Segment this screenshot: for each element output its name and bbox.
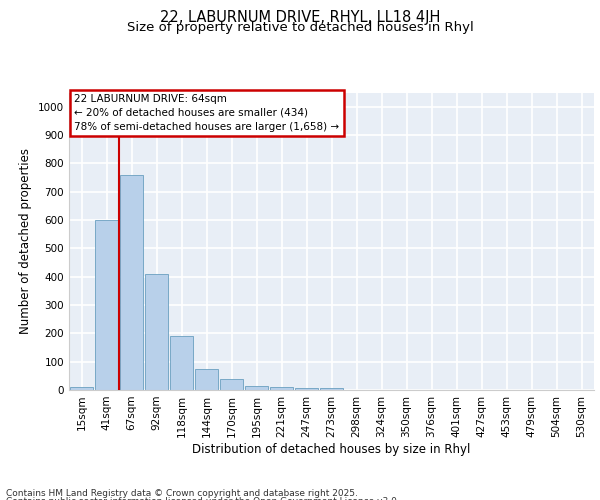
Bar <box>295 388 318 390</box>
Y-axis label: Number of detached properties: Number of detached properties <box>19 148 32 334</box>
Bar <box>220 379 243 390</box>
Bar <box>145 274 168 390</box>
Bar <box>120 174 143 390</box>
Text: Size of property relative to detached houses in Rhyl: Size of property relative to detached ho… <box>127 21 473 34</box>
Bar <box>95 220 118 390</box>
X-axis label: Distribution of detached houses by size in Rhyl: Distribution of detached houses by size … <box>193 442 470 456</box>
Bar <box>320 388 343 390</box>
Text: Contains HM Land Registry data © Crown copyright and database right 2025.: Contains HM Land Registry data © Crown c… <box>6 488 358 498</box>
Text: Contains public sector information licensed under the Open Government Licence v3: Contains public sector information licen… <box>6 498 400 500</box>
Bar <box>245 386 268 390</box>
Text: 22, LABURNUM DRIVE, RHYL, LL18 4JH: 22, LABURNUM DRIVE, RHYL, LL18 4JH <box>160 10 440 25</box>
Bar <box>195 369 218 390</box>
Text: 22 LABURNUM DRIVE: 64sqm
← 20% of detached houses are smaller (434)
78% of semi-: 22 LABURNUM DRIVE: 64sqm ← 20% of detach… <box>74 94 340 132</box>
Bar <box>170 336 193 390</box>
Bar <box>270 387 293 390</box>
Bar <box>70 387 93 390</box>
